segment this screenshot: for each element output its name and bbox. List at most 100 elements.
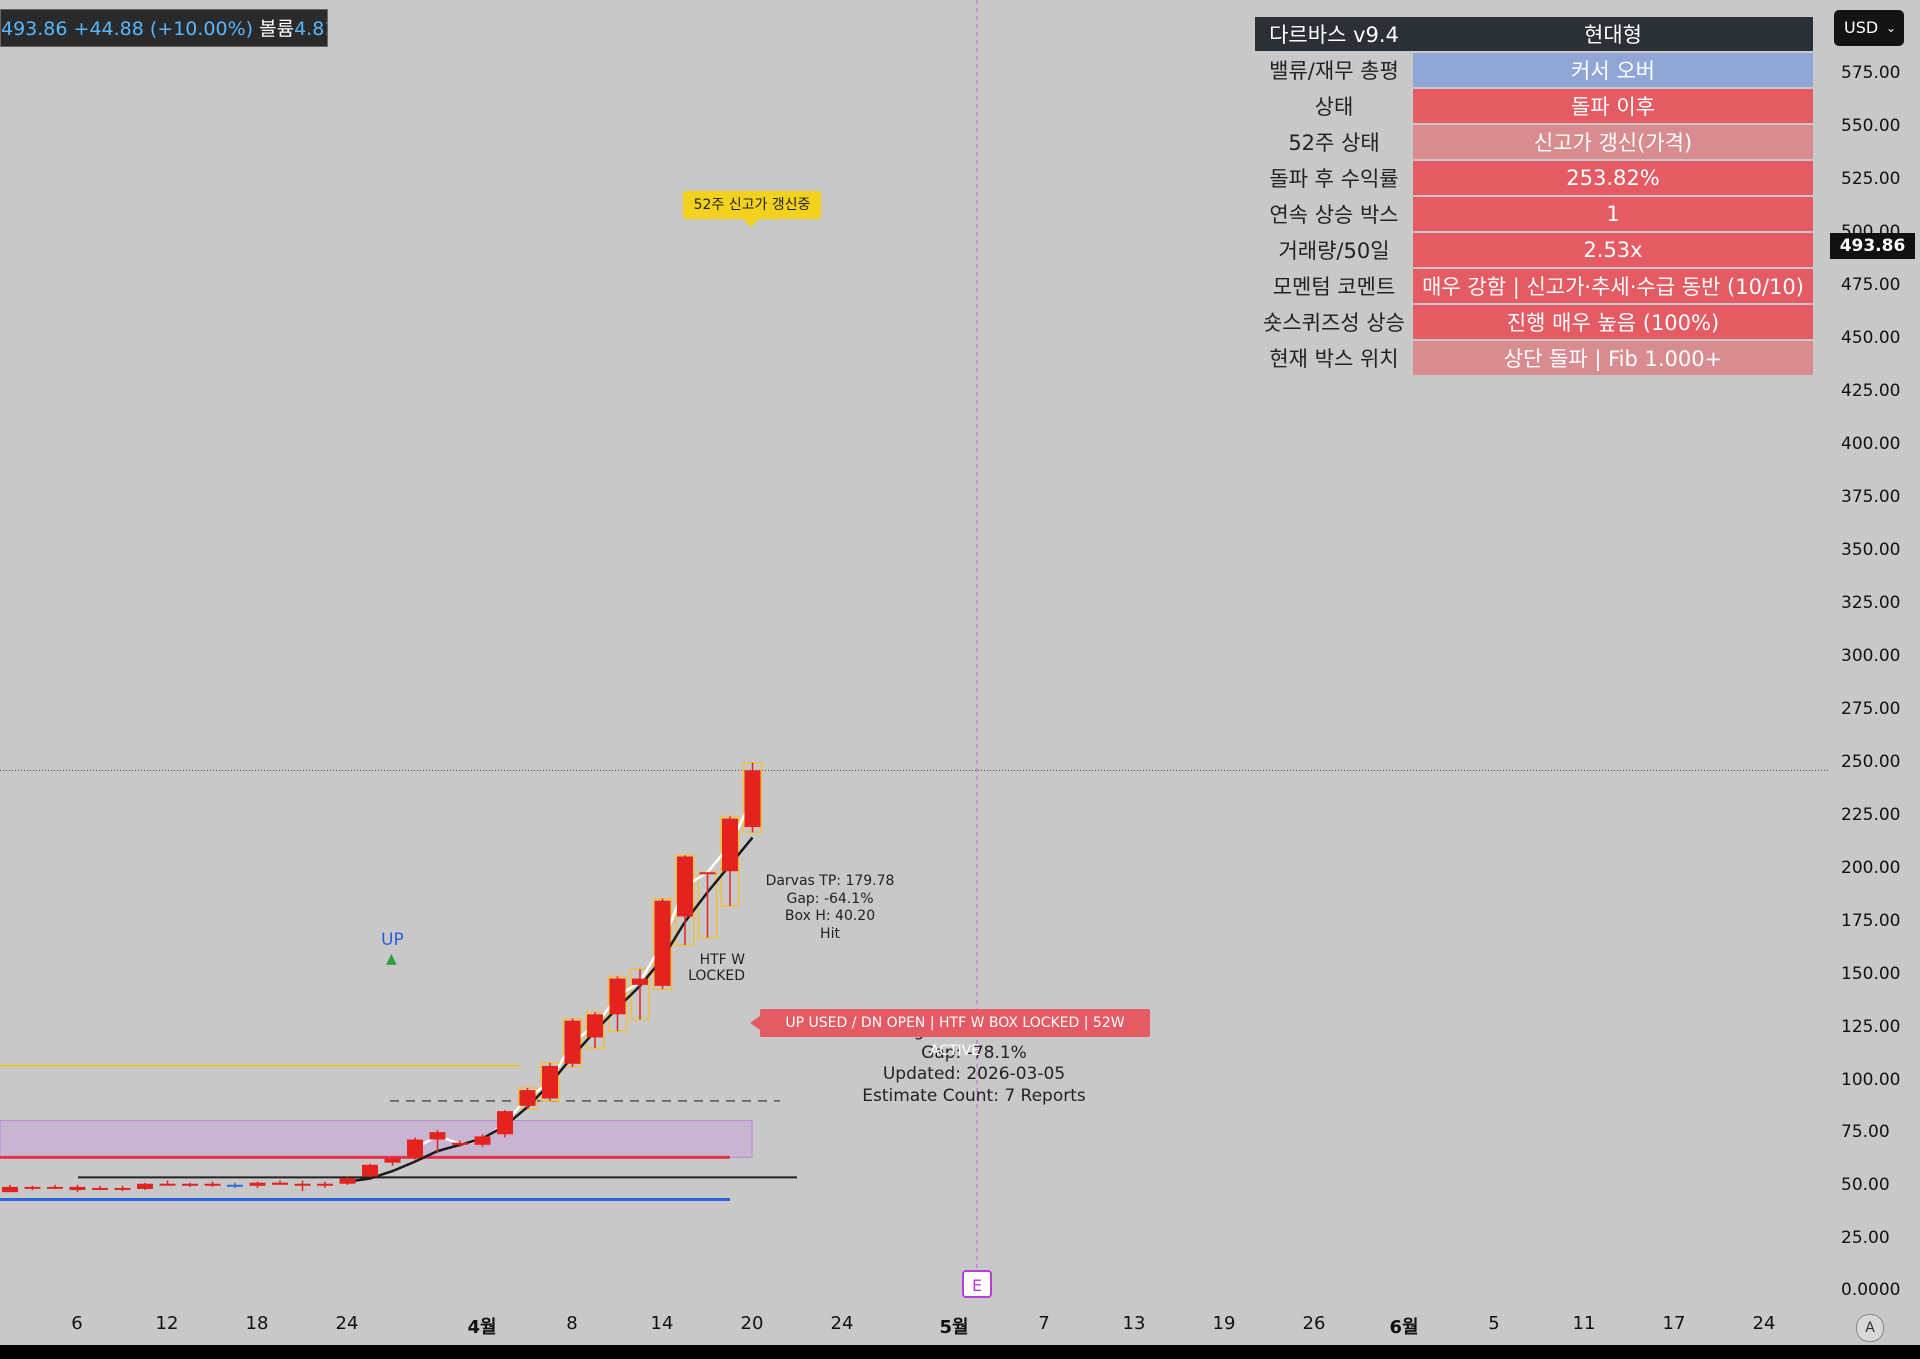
time-axis-label: 17	[1662, 1313, 1686, 1334]
price-axis-label: 175.00	[1841, 911, 1901, 931]
current-price-tag: 493.86	[1830, 233, 1915, 259]
row-label: 숏스퀴즈성 상승	[1255, 304, 1413, 341]
price-axis-label: 300.00	[1841, 646, 1901, 666]
table-title: 다르바스 v9.4	[1255, 17, 1413, 53]
table-row: 거래량/50일 2.53x	[1255, 232, 1813, 269]
candle-body	[699, 872, 716, 875]
table-mode: 현대형	[1413, 17, 1813, 53]
row-value: 진행 매우 높음 (100%)	[1413, 304, 1813, 341]
candle-body	[339, 1178, 356, 1184]
ticker-volume-label: 볼륨	[259, 18, 295, 40]
candle-body	[542, 1065, 558, 1099]
target-gap: Gap: -78.1%	[850, 1043, 1098, 1065]
row-value: 253.82%	[1413, 160, 1813, 197]
table-row: 상태 돌파 이후	[1255, 88, 1813, 125]
row-label: 모멘텀 코멘트	[1255, 268, 1413, 305]
price-axis-label: 450.00	[1841, 328, 1901, 348]
row-label: 연속 상승 박스	[1255, 196, 1413, 233]
time-axis-label: 24	[1752, 1313, 1776, 1334]
table-row: 숏스퀴즈성 상승 진행 매우 높음 (100%)	[1255, 304, 1813, 341]
time-axis-label: 14	[650, 1313, 674, 1334]
ticker-bar: 493.86 +44.88 (+10.00%) 볼륨4.81 M	[0, 9, 328, 47]
target-estimate-count: Estimate Count: 7 Reports	[862, 1085, 1086, 1106]
time-axis-label: 5	[1488, 1313, 1500, 1334]
up-arrow-icon: ▲	[386, 951, 397, 967]
darvas-gap: Gap: -64.1%	[786, 890, 874, 907]
candle-body	[317, 1183, 333, 1186]
htf-line-2: LOCKED	[688, 968, 745, 984]
time-axis-label: 6월	[1389, 1317, 1419, 1338]
candle-body	[654, 900, 671, 986]
time-axis-label: 5월	[939, 1317, 969, 1338]
time-axis-label: 19	[1212, 1313, 1236, 1334]
chevron-down-icon: ⌄	[1885, 21, 1896, 35]
table-row: 밸류/재무 총평 커서 오버	[1255, 52, 1813, 89]
table-header-row: 다르바스 v9.4 현대형	[1255, 17, 1813, 53]
price-axis-label: 200.00	[1841, 858, 1901, 878]
auto-scale-button[interactable]: A	[1856, 1314, 1884, 1342]
currency-button[interactable]: USD ⌄	[1834, 10, 1904, 46]
time-axis-label: 4월	[467, 1317, 497, 1338]
candle-body	[204, 1183, 221, 1186]
price-axis-label: 100.00	[1841, 1070, 1901, 1090]
htf-line-1: HTF W	[699, 952, 745, 968]
time-axis-label: 18	[245, 1313, 269, 1334]
row-label: 52주 상태	[1255, 124, 1413, 161]
target-updated: Updated: 2026-03-05	[882, 1064, 1066, 1084]
price-axis-label: 125.00	[1841, 1017, 1901, 1037]
candle-body	[47, 1186, 63, 1189]
price-axis-label: 400.00	[1841, 434, 1901, 454]
price-axis-label: 150.00	[1841, 964, 1901, 984]
row-label: 현재 박스 위치	[1255, 340, 1413, 377]
candle-body	[632, 978, 648, 985]
candle-body	[159, 1183, 176, 1186]
darvas-info: Darvas TP: 179.78 Gap: -64.1% Box H: 40.…	[755, 873, 905, 943]
time-axis-label: 13	[1122, 1313, 1146, 1334]
time-axis-label: 11	[1572, 1313, 1596, 1334]
row-value: 상단 돌파 | Fib 1.000+	[1413, 340, 1813, 377]
htf-locked-label: HTF W LOCKED	[680, 952, 745, 984]
candle-body	[137, 1183, 153, 1189]
candle-body	[182, 1183, 198, 1186]
price-axis-label: 25.00	[1841, 1228, 1890, 1248]
candle-body	[407, 1139, 423, 1158]
price-axis-label: 50.00	[1841, 1175, 1890, 1195]
candle-body	[249, 1182, 266, 1186]
candle-body	[587, 1014, 603, 1038]
table-row: 현재 박스 위치 상단 돌파 | Fib 1.000+	[1255, 340, 1813, 377]
price-axis-label: 525.00	[1841, 169, 1901, 189]
price-axis-label: 275.00	[1841, 699, 1901, 719]
candle-body	[497, 1111, 513, 1135]
price-axis-label: 350.00	[1841, 540, 1901, 560]
time-axis-label: 24	[830, 1313, 854, 1334]
darvas-hit: Hit	[820, 925, 840, 942]
candle-body	[2, 1186, 18, 1193]
table-row: 모멘텀 코멘트 매우 강함 | 신고가·추세·수급 동반 (10/10)	[1255, 268, 1813, 305]
row-value: 1	[1413, 196, 1813, 233]
table-row: 연속 상승 박스 1	[1255, 196, 1813, 233]
candle-body	[362, 1164, 378, 1177]
time-axis-label: 7	[1038, 1313, 1050, 1334]
row-value: 커서 오버	[1413, 52, 1813, 89]
price-chart[interactable]	[0, 0, 1830, 1345]
candle-body	[24, 1186, 41, 1189]
currency-label: USD	[1844, 18, 1879, 37]
candle-body	[564, 1020, 581, 1064]
candle-body	[114, 1187, 131, 1190]
ticker-price: 493.86	[1, 18, 68, 40]
candle-body	[429, 1132, 446, 1140]
candle-body	[474, 1136, 491, 1145]
new-high-tag: 52주 신고가 갱신중	[683, 191, 821, 227]
time-axis-label: 26	[1302, 1313, 1326, 1334]
earnings-icon[interactable]: E	[962, 1270, 992, 1298]
price-axis-label: 225.00	[1841, 805, 1901, 825]
table-row: 돌파 후 수익률 253.82%	[1255, 160, 1813, 197]
time-axis-label: 6	[71, 1313, 83, 1334]
price-axis-label: 0.0000	[1841, 1280, 1901, 1300]
price-axis-label: 550.00	[1841, 116, 1901, 136]
time-axis-label: 24	[335, 1313, 359, 1334]
row-label: 거래량/50일	[1255, 232, 1413, 269]
candle-body	[519, 1090, 536, 1106]
row-value: 2.53x	[1413, 232, 1813, 269]
darvas-info-table: 다르바스 v9.4 현대형 밸류/재무 총평 커서 오버 상태 돌파 이후 52주 상태…	[1255, 17, 1813, 377]
